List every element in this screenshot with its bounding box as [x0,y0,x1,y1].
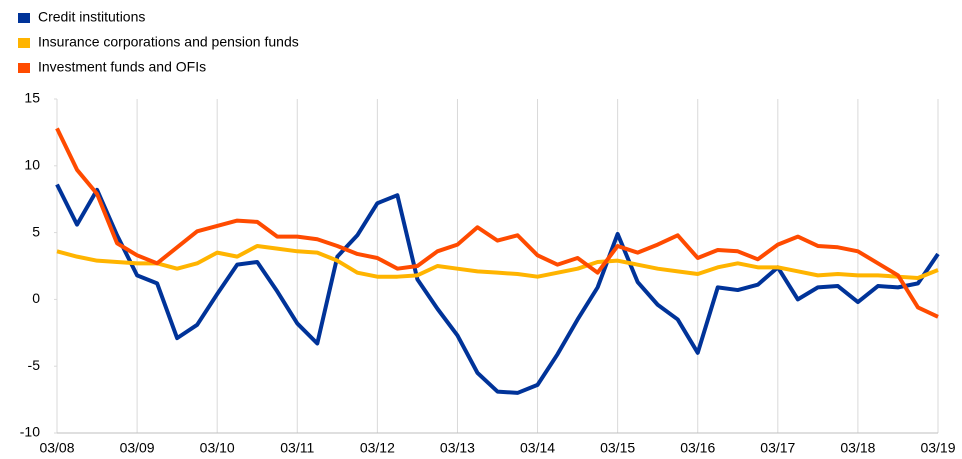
y-tick-label: 10 [24,157,40,173]
series-line [55,183,940,395]
y-tick-label: 0 [32,290,40,306]
y-tick-label: 15 [24,90,40,106]
legend-label: Investment funds and OFIs [38,59,206,75]
x-tick-label: 03/13 [440,440,475,456]
legend-swatch [18,63,30,73]
x-tick-label: 03/18 [840,440,875,456]
series-line [55,127,939,319]
y-tick-label: 5 [32,223,40,239]
legend-swatch [18,38,30,48]
y-tick-label: -5 [28,357,41,373]
legend-label: Credit institutions [38,9,145,25]
y-tick-label: -10 [20,424,40,440]
x-tick-label: 03/10 [200,440,235,456]
x-tick-label: 03/15 [600,440,635,456]
x-tick-label: 03/11 [280,440,314,456]
x-tick-label: 03/19 [920,440,955,456]
series-line [56,243,939,281]
x-tick-label: 03/09 [120,440,155,456]
x-tick-label: 03/12 [360,440,395,456]
legend-swatch [18,13,30,23]
x-tick-label: 03/08 [39,440,74,456]
x-tick-label: 03/17 [760,440,795,456]
x-tick-label: 03/16 [680,440,715,456]
x-tick-label: 03/14 [520,440,555,456]
legend-label: Insurance corporations and pension funds [38,34,299,50]
